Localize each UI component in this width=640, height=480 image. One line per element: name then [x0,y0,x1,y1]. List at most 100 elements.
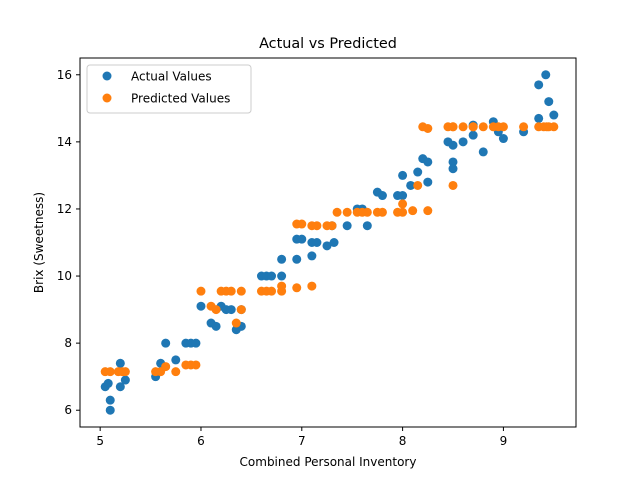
data-point [277,254,287,264]
data-point [120,375,130,385]
data-point [171,355,181,365]
chart-title: Actual vs Predicted [259,36,397,52]
data-point [307,251,317,261]
y-tick-label: 6 [64,403,72,417]
data-point [236,286,246,296]
data-point [115,382,125,392]
data-point [498,122,508,132]
data-point [191,338,201,348]
data-point [448,164,458,174]
data-point [211,321,221,331]
data-point [468,122,478,132]
x-tick-label: 7 [298,434,306,448]
data-point [196,301,206,311]
data-point [448,140,458,150]
data-point [458,122,468,132]
legend-marker [102,71,112,81]
data-point [423,206,433,216]
data-point [362,221,372,231]
data-point [196,286,206,296]
data-point [398,207,408,217]
series-predicted [100,122,559,377]
data-point [448,180,458,190]
data-point [322,241,332,251]
axes-frame [79,57,577,428]
data-point [408,206,418,216]
y-tick-label: 12 [57,202,72,216]
x-tick-label: 6 [197,434,205,448]
data-point [413,180,423,190]
data-point [329,238,339,247]
y-axis: 6 8 10 12 14 16 [57,68,80,417]
data-point [498,134,508,144]
data-point [103,378,113,388]
data-point [478,147,488,157]
legend-label: Predicted Values [131,92,230,106]
data-point [398,199,408,209]
data-point [292,283,302,293]
data-point [398,191,408,201]
data-point [297,219,307,229]
data-point [534,80,544,90]
data-point [236,305,246,315]
legend-box [86,64,252,114]
data-point [226,305,236,315]
x-axis-title: Combined Personal Inventory [240,455,417,469]
data-point [105,405,115,415]
y-tick-label: 16 [57,68,72,82]
data-point [423,157,433,167]
data-point [231,318,241,328]
data-point [423,123,433,133]
data-point [541,70,551,80]
data-point [292,254,302,264]
data-point [191,360,201,370]
legend-label: Actual Values [131,70,212,84]
legend: Actual Values Predicted Values [86,64,252,114]
data-point [448,122,458,132]
data-point [327,221,337,231]
x-tick-label: 9 [500,434,508,448]
data-point [342,221,352,231]
data-point [468,130,478,140]
y-tick-label: 8 [64,336,72,350]
data-point [161,338,171,348]
data-point [277,281,287,291]
data-point [519,122,529,132]
data-point [105,395,115,405]
data-point [312,238,322,247]
y-tick-label: 10 [57,269,72,283]
data-point [413,167,423,177]
legend-marker [102,93,112,103]
data-point [478,122,488,132]
data-point [342,207,352,217]
data-point [549,110,559,120]
data-point [312,221,322,231]
data-point [115,358,125,368]
data-point [297,234,307,244]
y-axis-title: Brix (Sweetness) [32,192,46,293]
data-point [458,137,468,147]
data-point [211,305,221,315]
data-point [277,271,287,281]
data-point [307,281,317,291]
y-tick-label: 14 [57,135,72,149]
data-point [398,170,408,180]
data-point [226,286,236,296]
x-tick-label: 8 [399,434,407,448]
data-point [267,271,277,281]
data-point [120,367,130,377]
data-point [406,180,416,190]
data-point [423,177,433,187]
x-axis: 5 6 7 8 9 [96,427,507,448]
data-point [362,207,372,217]
data-point [105,367,115,377]
data-point [332,207,342,217]
data-point [534,113,544,123]
data-point [448,157,458,167]
data-point [171,367,181,377]
data-point [377,207,387,217]
data-point [267,286,277,296]
plot-area [100,70,559,415]
data-point [377,191,387,201]
